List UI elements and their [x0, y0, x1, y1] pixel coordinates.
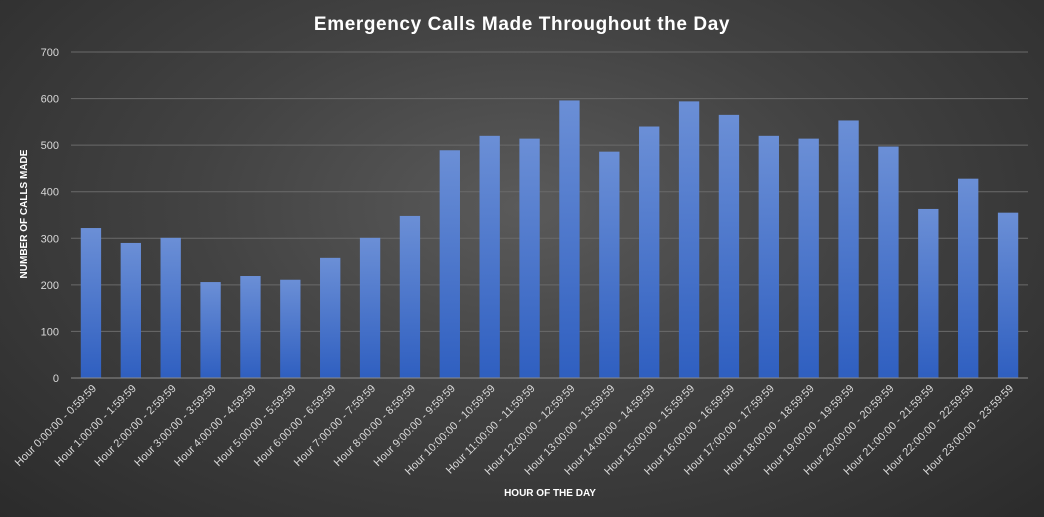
- y-tick-label: 300: [41, 233, 59, 245]
- bar: [997, 212, 1019, 378]
- bars: [80, 100, 1019, 379]
- bar: [120, 242, 141, 378]
- y-tick-label: 600: [41, 94, 59, 106]
- bar: [200, 282, 221, 378]
- bar: [918, 208, 939, 378]
- chart-title: Emergency Calls Made Throughout the Day: [314, 14, 730, 35]
- bar: [838, 120, 859, 379]
- bar: [519, 138, 540, 378]
- bar: [639, 126, 660, 378]
- y-tick-label: 200: [41, 280, 59, 292]
- bar: [280, 279, 301, 378]
- y-tick-label: 500: [41, 140, 59, 152]
- y-tick-label: 0: [53, 373, 59, 385]
- bar: [80, 228, 102, 378]
- bar: [958, 178, 979, 378]
- bar: [878, 146, 899, 378]
- bar: [559, 100, 580, 378]
- bar: [678, 101, 700, 378]
- bar: [240, 276, 261, 378]
- y-tick-label: 100: [41, 326, 59, 338]
- bar: [359, 237, 381, 378]
- bar: [599, 151, 620, 378]
- bar: [758, 135, 779, 378]
- y-axis-ticks: 0 100 200 300 400 500 600 700: [41, 47, 59, 385]
- y-axis-title: NUMBER OF CALLS MADE: [19, 149, 30, 278]
- y-tick-label: 400: [41, 187, 59, 199]
- y-tick-label: 700: [41, 47, 59, 59]
- bar: [160, 237, 181, 378]
- bar: [439, 150, 460, 378]
- x-axis-title: HOUR OF THE DAY: [504, 488, 596, 499]
- bar: [479, 135, 500, 378]
- bar: [798, 138, 819, 378]
- bar: [718, 114, 740, 378]
- bar: [320, 257, 341, 378]
- gridlines: [71, 51, 1028, 332]
- bar: [399, 215, 421, 378]
